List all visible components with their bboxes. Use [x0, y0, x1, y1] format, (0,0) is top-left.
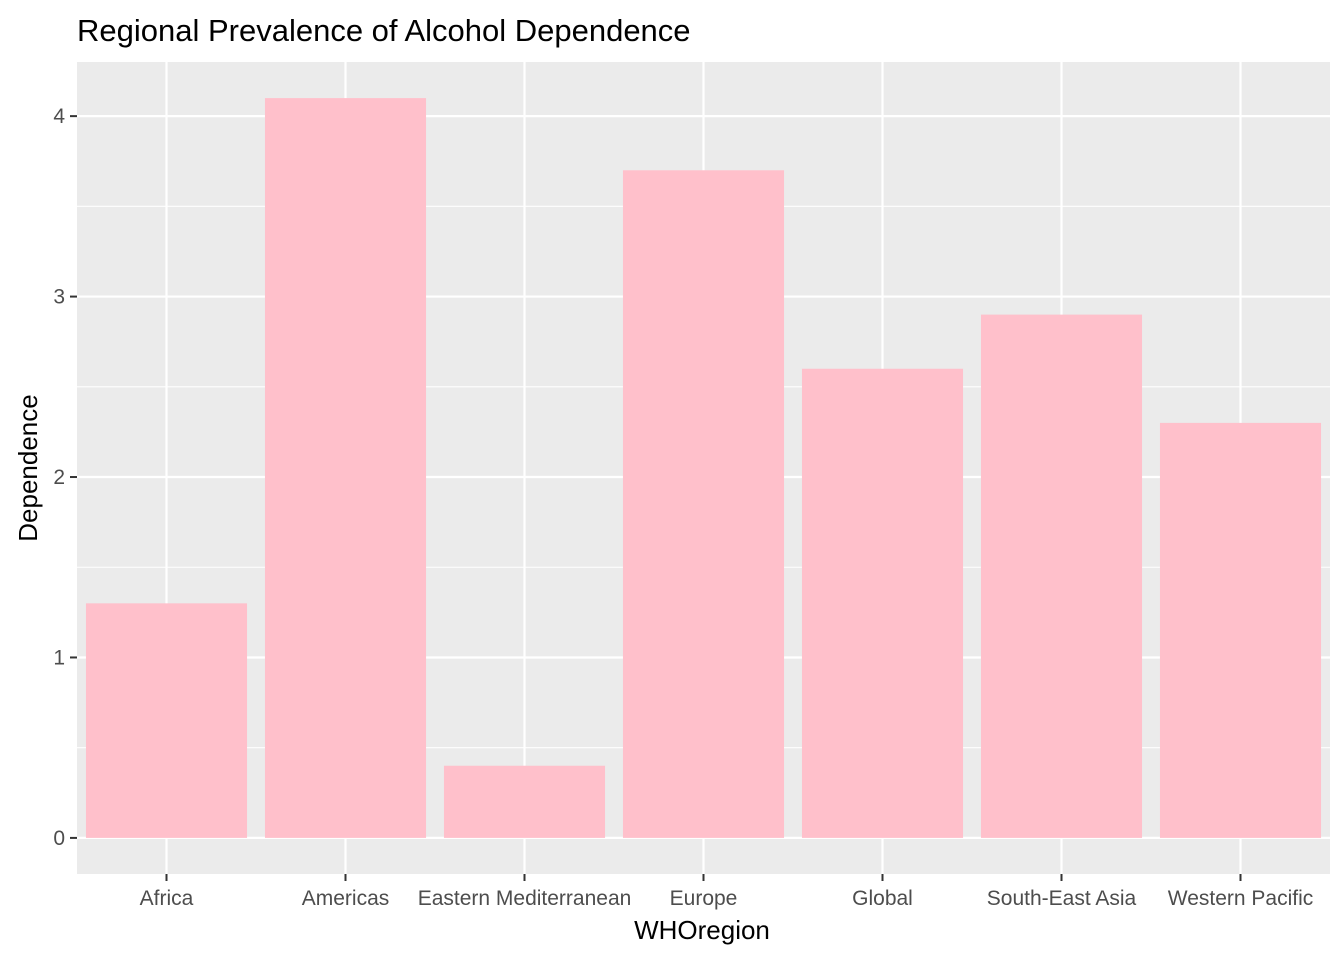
x-tick-label: South-East Asia: [987, 887, 1137, 910]
y-tick-label: 1: [53, 646, 65, 669]
bar-western-pacific: [1159, 422, 1322, 838]
x-tick-label: Africa: [140, 887, 194, 910]
y-axis: 0 1 2 3 4: [53, 105, 77, 850]
bar-eastern-mediterranean: [443, 765, 606, 838]
bar-europe: [622, 170, 785, 838]
x-tick-label: Eastern Mediterranean: [418, 887, 632, 910]
y-axis-title: Dependence: [13, 394, 43, 541]
y-tick-label: 2: [53, 466, 65, 489]
bar-americas: [264, 98, 427, 838]
x-tick-label: Americas: [302, 887, 390, 910]
x-tick-label: Europe: [670, 887, 738, 910]
x-axis: Africa Americas Eastern Mediterranean Europ…: [140, 874, 1314, 910]
x-tick-label: Global: [852, 887, 913, 910]
bar-africa: [85, 603, 248, 838]
y-tick-label: 0: [53, 827, 65, 850]
bars: [85, 98, 1322, 838]
chart-title: Regional Prevalence of Alcohol Dependenc…: [77, 13, 691, 48]
bar-global: [801, 368, 964, 838]
y-tick-label: 3: [53, 286, 65, 309]
x-axis-title: WHOregion: [634, 915, 770, 945]
x-tick-label: Western Pacific: [1168, 887, 1314, 910]
bar-south-east-asia: [980, 314, 1143, 838]
y-tick-label: 4: [53, 105, 65, 128]
